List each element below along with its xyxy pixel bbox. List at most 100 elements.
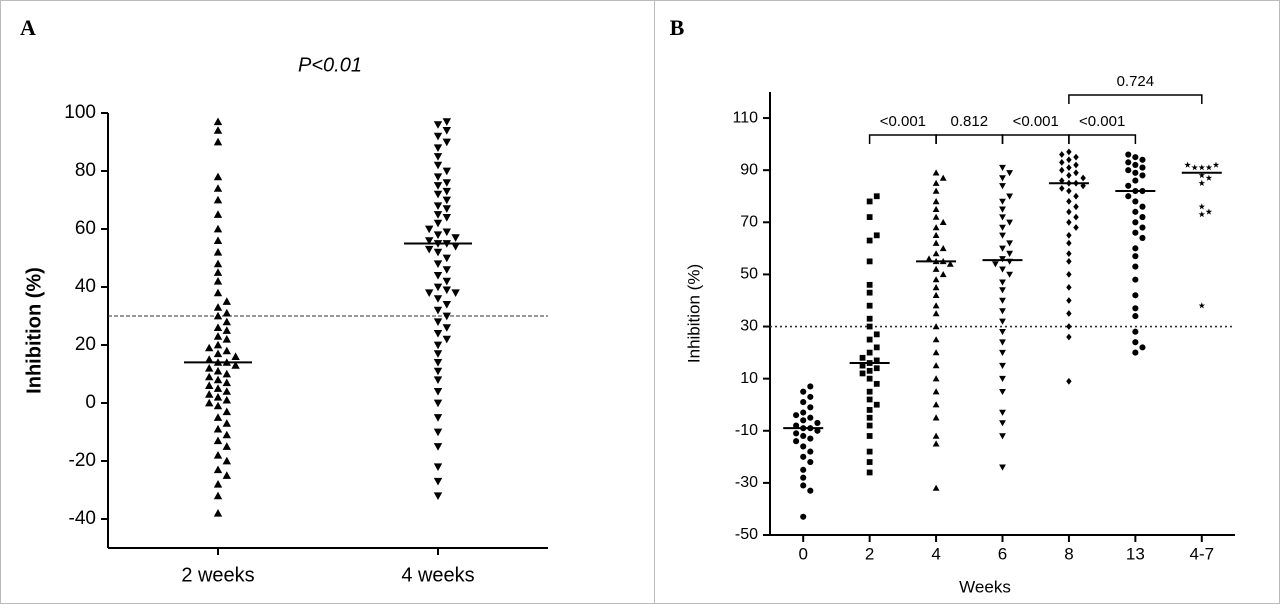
- dot: [1139, 203, 1146, 210]
- dot: [873, 193, 880, 200]
- dot: [873, 344, 880, 351]
- dot: [442, 301, 451, 309]
- dot: [873, 365, 880, 372]
- dot: [213, 248, 223, 256]
- dot: [1073, 224, 1079, 231]
- dot: [999, 362, 1006, 369]
- dot: [1198, 179, 1205, 186]
- dot: [1132, 219, 1139, 226]
- dot: [807, 414, 814, 421]
- dot: [213, 137, 223, 146]
- dot: [433, 350, 443, 358]
- dot: [1132, 328, 1139, 335]
- dot: [442, 127, 451, 135]
- dot: [222, 335, 231, 343]
- comparison-label: 0.812: [951, 113, 989, 130]
- dot: [999, 164, 1006, 171]
- chart-title: P<0.01: [298, 54, 362, 76]
- dot: [442, 277, 451, 286]
- dot: [1066, 258, 1072, 265]
- dot: [999, 433, 1006, 440]
- dot: [1006, 170, 1013, 177]
- dot: [205, 364, 214, 372]
- dot: [866, 258, 873, 265]
- dot: [999, 198, 1006, 205]
- dot: [213, 393, 223, 401]
- dot: [932, 250, 940, 257]
- dot: [433, 492, 443, 500]
- dot: [873, 401, 880, 408]
- dot: [1132, 263, 1139, 270]
- dot: [433, 231, 443, 239]
- dot: [866, 375, 873, 382]
- dot: [205, 381, 214, 389]
- dot: [999, 206, 1006, 213]
- dot: [222, 471, 231, 479]
- dot: [1132, 313, 1139, 320]
- dot: [1139, 172, 1146, 179]
- dot: [222, 419, 231, 427]
- dot: [814, 419, 821, 427]
- dot: [800, 513, 807, 520]
- dot: [213, 117, 223, 126]
- dot: [213, 384, 223, 392]
- x-tick-label: 4-7: [1189, 544, 1214, 563]
- dot: [213, 184, 223, 192]
- dot: [442, 312, 451, 321]
- dot: [932, 336, 940, 343]
- dot: [1066, 377, 1072, 385]
- dot: [807, 458, 814, 466]
- dot: [433, 132, 443, 141]
- dot: [433, 388, 443, 396]
- dot: [433, 121, 443, 129]
- dot: [213, 401, 223, 410]
- y-tick-label: -20: [69, 450, 96, 471]
- dot: [1205, 164, 1213, 171]
- y-tick-label: 110: [732, 109, 758, 126]
- dot: [1066, 323, 1072, 330]
- dot: [442, 196, 451, 205]
- dot: [800, 417, 807, 424]
- dot: [800, 482, 807, 489]
- dot: [807, 487, 814, 494]
- dot: [1125, 151, 1132, 158]
- dot: [433, 295, 443, 303]
- dot: [999, 224, 1006, 231]
- y-tick-label: -10: [735, 422, 758, 439]
- dot: [1184, 161, 1191, 168]
- dot: [932, 310, 940, 317]
- dot: [1132, 305, 1139, 312]
- dot: [442, 205, 451, 213]
- dot: [1059, 166, 1065, 174]
- dot: [433, 399, 443, 408]
- dot: [1066, 284, 1072, 291]
- dot: [425, 237, 434, 245]
- dot: [1132, 198, 1139, 205]
- dot: [866, 422, 873, 429]
- dot: [1205, 208, 1213, 215]
- dot: [213, 424, 223, 433]
- dot: [932, 323, 940, 330]
- y-tick-label: 20: [75, 334, 96, 355]
- comparison-label: <0.001: [1013, 113, 1059, 130]
- dot: [866, 198, 873, 205]
- dot: [800, 399, 807, 406]
- dot: [1125, 159, 1132, 166]
- dot: [1198, 203, 1205, 210]
- dot: [999, 329, 1006, 336]
- dot: [1073, 153, 1079, 161]
- dot: [213, 340, 223, 349]
- dot: [1066, 250, 1072, 257]
- dot: [433, 443, 443, 451]
- dot: [442, 187, 451, 196]
- dot: [1139, 224, 1146, 231]
- dot: [1132, 208, 1139, 215]
- dot: [442, 118, 451, 126]
- dot: [859, 362, 866, 369]
- dot: [999, 279, 1006, 286]
- dot: [433, 272, 443, 280]
- dot: [1139, 234, 1146, 241]
- dot: [433, 182, 443, 190]
- dot: [1198, 211, 1205, 218]
- dot: [433, 202, 443, 210]
